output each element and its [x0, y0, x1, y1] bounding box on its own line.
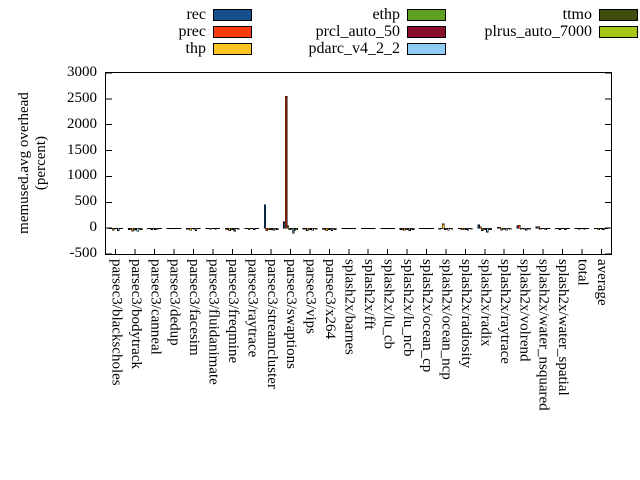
- x-tick-label: parsec3/dedup: [166, 259, 183, 346]
- y-axis-label-line1: memused.avg overhead: [16, 92, 32, 234]
- y-tick-label: 2500: [67, 89, 97, 106]
- legend-swatch-pdarc_v4_2_2: [407, 42, 446, 55]
- legend-swatch-plrus_auto_7000: [599, 25, 638, 38]
- y-tick-label: 1000: [67, 167, 97, 184]
- x-tick-label: parsec3/fluidanimate: [205, 259, 222, 385]
- x-tick-label: splash2x/radix: [477, 259, 494, 347]
- legend-column: rec prec thp: [87, 6, 252, 57]
- x-tick-label: average: [593, 259, 610, 306]
- legend-item-ttmo: ttmo: [473, 6, 638, 23]
- y-tick-label: 3000: [67, 64, 97, 80]
- x-tick-label: parsec3/blackscholes: [108, 259, 125, 386]
- x-tick-label: parsec3/x264: [322, 259, 339, 339]
- legend-label-ethp: ethp: [372, 5, 400, 23]
- legend-item-prec: prec: [87, 23, 252, 40]
- x-tick-label: parsec3/bodytrack: [127, 259, 144, 369]
- legend-label-pdarc_v4_2_2: pdarc_v4_2_2: [308, 39, 400, 57]
- x-tick-label: splash2x/water_spatial: [555, 259, 572, 396]
- plot-area: [105, 72, 612, 255]
- legend-item-prcl_auto_50: prcl_auto_50: [281, 23, 446, 40]
- x-tick-label: parsec3/streamcluster: [263, 259, 280, 389]
- x-tick-label: parsec3/vips: [302, 259, 319, 334]
- y-tick-label: 0: [89, 219, 98, 236]
- x-tick-label: total: [574, 259, 591, 286]
- x-tick-label: parsec3/freqmine: [224, 259, 241, 364]
- legend-swatch-ethp: [407, 8, 446, 21]
- x-axis-ticks: parsec3/blackscholes parsec3/bodytrack par…: [106, 259, 611, 411]
- x-tick-label: splash2x/lu_ncb: [399, 259, 416, 357]
- x-tick-label: splash2x/ocean_ncp: [438, 259, 455, 380]
- y-tick-label: 2000: [67, 115, 97, 132]
- legend-label-rec: rec: [186, 5, 206, 23]
- legend-swatch-prec: [213, 25, 252, 38]
- x-tick-label: splash2x/ocean_cp: [419, 259, 436, 373]
- legend-item-plrus_auto_7000: plrus_auto_7000: [473, 23, 638, 40]
- legend-swatch-thp: [213, 42, 252, 55]
- y-axis-label: memused.avg overhead (percent): [16, 53, 52, 273]
- x-tick-label: splash2x/fft: [360, 259, 377, 330]
- x-tick-label: parsec3/canneal: [147, 259, 164, 355]
- x-tick-label: parsec3/facesim: [186, 259, 203, 356]
- legend-item-pdarc_v4_2_2: pdarc_v4_2_2: [281, 40, 446, 57]
- legend-swatch-prcl_auto_50: [407, 25, 446, 38]
- legend-label-plrus_auto_7000: plrus_auto_7000: [484, 22, 592, 40]
- x-tick-label: parsec3/raytrace: [244, 259, 261, 358]
- legend-column: ethp prcl_auto_50 pdarc_v4_2_2: [281, 6, 446, 57]
- legend-label-ttmo: ttmo: [562, 5, 592, 23]
- x-tick-label: parsec3/swaptions: [283, 259, 300, 369]
- legend-item-rec: rec: [87, 6, 252, 23]
- legend-label-prcl_auto_50: prcl_auto_50: [315, 22, 400, 40]
- x-tick-label: splash2x/volrend: [516, 259, 533, 362]
- legend-column: ttmo plrus_auto_7000: [473, 6, 638, 40]
- y-tick-label: -500: [69, 245, 98, 261]
- x-tick-label: splash2x/radiosity: [458, 259, 475, 369]
- x-tick-label: splash2x/water_nsquared: [535, 259, 552, 411]
- x-tick-label: splash2x/raytrace: [496, 259, 513, 364]
- x-tick-label: splash2x/lu_cb: [380, 259, 397, 349]
- legend-swatch-rec: [213, 8, 252, 21]
- legend-label-thp: thp: [185, 39, 206, 57]
- legend-label-prec: prec: [178, 22, 206, 40]
- x-tick-label: splash2x/barnes: [341, 259, 358, 355]
- legend-item-thp: thp: [87, 40, 252, 57]
- y-tick-label: 500: [74, 193, 98, 210]
- legend-swatch-ttmo: [599, 8, 638, 21]
- y-tick-label: 1500: [67, 141, 97, 158]
- legend-item-ethp: ethp: [281, 6, 446, 23]
